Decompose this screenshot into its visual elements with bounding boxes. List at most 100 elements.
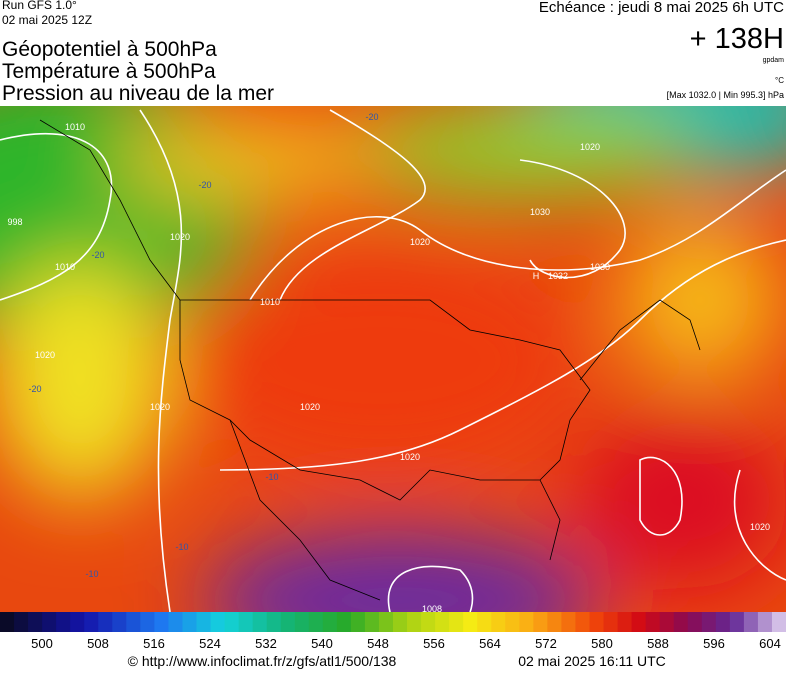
map-label: H	[533, 271, 540, 281]
colorbar-label: 580	[591, 636, 613, 651]
colorbar-swatch	[252, 612, 268, 632]
colorbar-swatch	[477, 612, 492, 632]
colorbar-swatch	[196, 612, 212, 632]
colorbar-swatch	[14, 612, 29, 632]
colorbar-swatch	[729, 612, 745, 632]
colorbar-swatch	[561, 612, 576, 632]
colorbar-swatch	[84, 612, 99, 632]
colorbar-swatch	[238, 612, 254, 632]
colorbar-swatch	[42, 612, 57, 632]
colorbar-swatch	[350, 612, 366, 632]
map-label: 1020	[35, 350, 55, 360]
map-label: 1010	[260, 297, 280, 307]
map	[0, 106, 786, 612]
colorbar-swatch	[421, 612, 436, 632]
colorbar-swatch	[673, 612, 689, 632]
unit-temp: °C	[775, 76, 784, 85]
colorbar-swatch	[294, 612, 310, 632]
colorbar-swatch	[589, 612, 605, 632]
colorbar-swatch	[491, 612, 506, 632]
colorbar-swatch	[771, 612, 786, 632]
colorbar-label: 548	[367, 636, 389, 651]
map-label: 1020	[410, 237, 430, 247]
colorbar-label: 524	[199, 636, 221, 651]
colorbar-swatch	[645, 612, 661, 632]
colorbar-swatch	[659, 612, 675, 632]
colorbar-label: 604	[759, 636, 781, 651]
colorbar-swatch	[519, 612, 534, 632]
pressure-range: [Max 1032.0 | Min 995.3] hPa	[667, 90, 784, 100]
map-label: 998	[7, 217, 22, 227]
colorbar-swatch	[182, 612, 197, 632]
unit-geo: gpdam	[763, 57, 785, 64]
echeance: Echéance : jeudi 8 mai 2025 6h UTC	[539, 0, 784, 16]
colorbar-swatch	[631, 612, 647, 632]
map-label: 1020	[750, 522, 770, 532]
colorbar-swatch	[449, 612, 464, 632]
map-label: 1010	[55, 262, 75, 272]
colorbar-swatch	[603, 612, 619, 632]
title-line: Géopotentiel à 500hPa	[2, 38, 217, 61]
title-line: Température à 500hPa	[2, 60, 216, 83]
colorbar-swatch	[56, 612, 71, 632]
colorbar-swatch	[364, 612, 380, 632]
map-label: 1032	[548, 271, 568, 281]
colorbar-swatch	[393, 612, 408, 632]
colorbar-swatch	[533, 612, 548, 632]
map-label: 1020	[400, 452, 420, 462]
lead-time: + 138H	[690, 23, 784, 55]
colorbar-swatch	[336, 612, 352, 632]
colorbar-swatch	[280, 612, 296, 632]
colorbar-swatch	[210, 612, 226, 632]
map-label: 1020	[580, 142, 600, 152]
map-label: 1020	[170, 232, 190, 242]
map-label: -20	[198, 180, 211, 190]
colorbar-label: 572	[535, 636, 557, 651]
map-label: -20	[91, 250, 104, 260]
colorbar-swatch	[757, 612, 773, 632]
colorbar-swatch	[28, 612, 43, 632]
colorbar-swatch	[547, 612, 562, 632]
colorbar-swatch	[322, 612, 338, 632]
colorbar-swatch	[378, 612, 394, 632]
title-line: Pression au niveau de la mer	[2, 82, 274, 105]
colorbar-swatch	[743, 612, 759, 632]
map-label: 1030	[590, 262, 610, 272]
colorbar-swatch	[98, 612, 113, 632]
colorbar-swatch	[687, 612, 703, 632]
colorbar-label: 508	[87, 636, 109, 651]
map-label: 1008	[422, 604, 442, 614]
colorbar-swatch	[112, 612, 127, 632]
colorbar-swatch	[575, 612, 590, 632]
colorbar-swatch	[0, 612, 15, 632]
map-label: 1020	[150, 402, 170, 412]
map-label: 1020	[300, 402, 320, 412]
colorbar-label: 564	[479, 636, 501, 651]
map-label: 1030	[530, 207, 550, 217]
colorbar-swatch	[140, 612, 155, 632]
map-label: -10	[175, 542, 188, 552]
colorbar-swatch	[154, 612, 169, 632]
run-label: Run GFS 1.0°	[2, 0, 77, 12]
map-label: 1010	[65, 122, 85, 132]
colorbar-swatch	[715, 612, 731, 632]
colorbar-swatch	[266, 612, 282, 632]
colorbar-swatch	[70, 612, 85, 632]
colorbar-swatch	[435, 612, 450, 632]
map-label: -10	[265, 472, 278, 482]
colorbar-swatch	[407, 612, 422, 632]
run-date: 02 mai 2025 12Z	[2, 13, 92, 27]
colorbar-swatch	[701, 612, 717, 632]
map-label: -20	[28, 384, 41, 394]
colorbar-swatch	[126, 612, 141, 632]
timestamp: 02 mai 2025 16:11 UTC	[518, 653, 666, 669]
colorbar-swatch	[224, 612, 240, 632]
colorbar-label: 540	[311, 636, 333, 651]
colorbar-swatch	[463, 612, 478, 632]
colorbar-label: 500	[31, 636, 53, 651]
colorbar-swatch	[168, 612, 183, 632]
colorbar-label: 516	[143, 636, 165, 651]
map-label: -20	[365, 112, 378, 122]
colorbar-swatch	[308, 612, 324, 632]
